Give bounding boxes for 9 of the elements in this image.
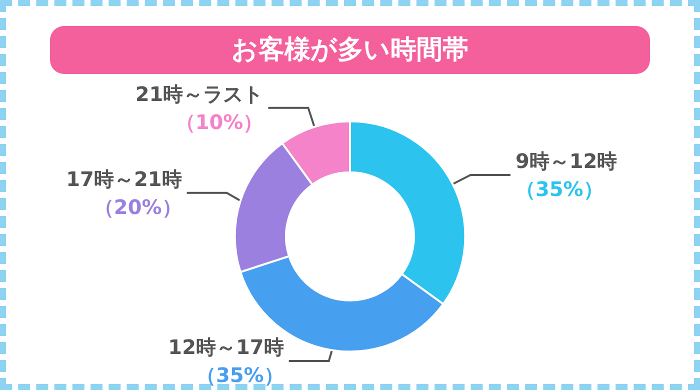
slice-label: 17時～21時 bbox=[66, 166, 182, 191]
slice-label: 21時～ラスト bbox=[135, 82, 264, 106]
slice-label: 12時～17時 bbox=[168, 335, 284, 359]
data-label: （35%） bbox=[196, 363, 284, 387]
data-label: （10%） bbox=[175, 110, 264, 134]
chart-title: お客様が多い時間帯 bbox=[50, 26, 650, 74]
slice-label: 9時～12時 bbox=[515, 149, 618, 174]
data-label: （20%） bbox=[94, 194, 182, 219]
data-label: （35%） bbox=[515, 177, 604, 202]
